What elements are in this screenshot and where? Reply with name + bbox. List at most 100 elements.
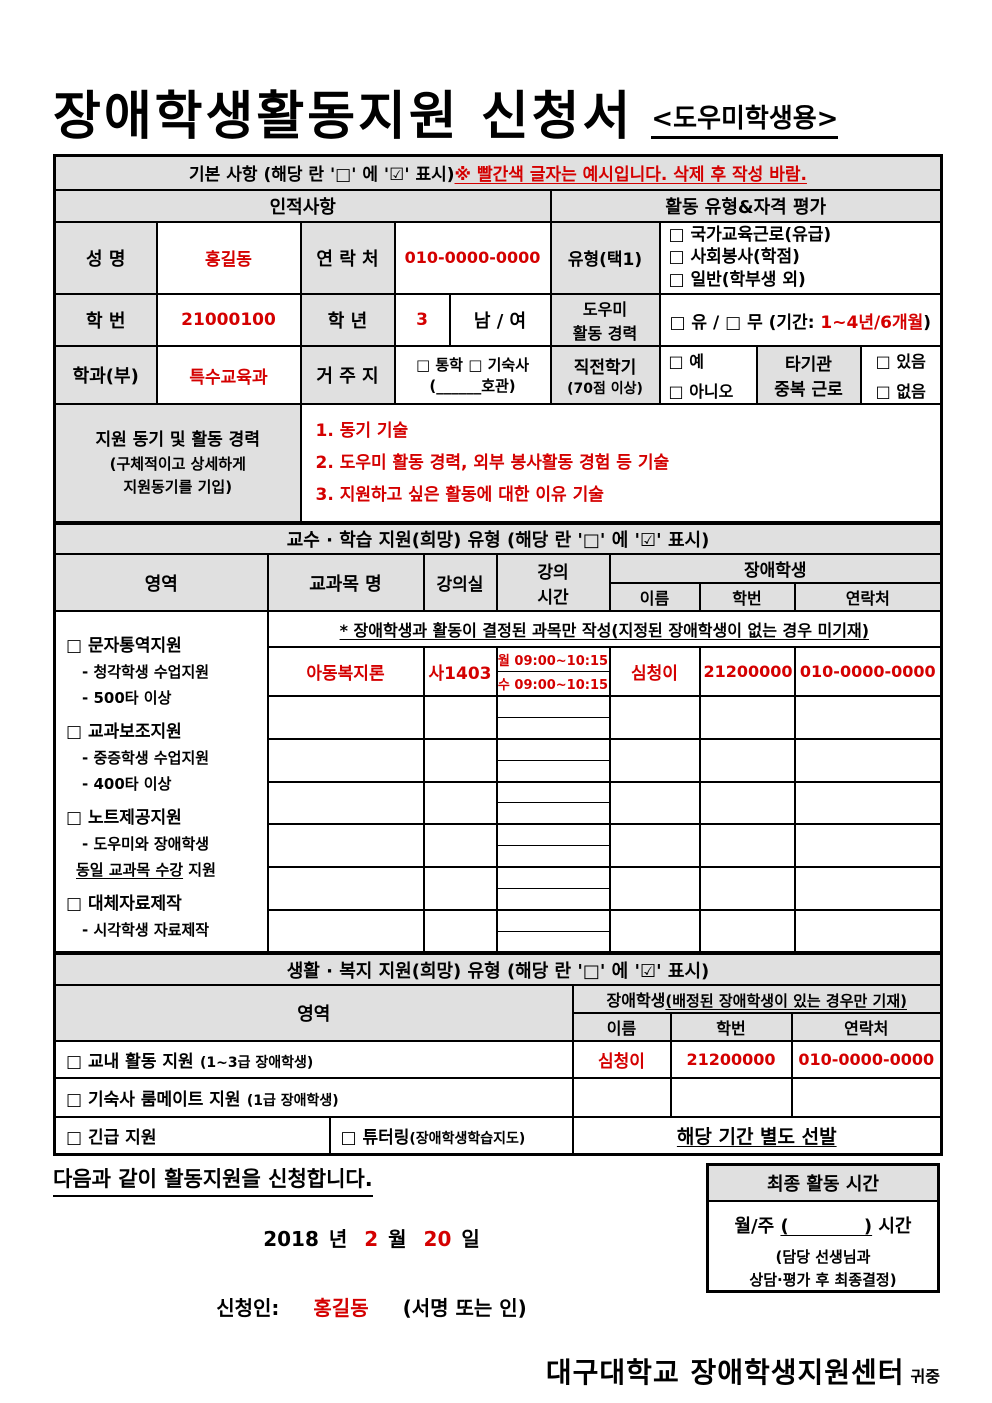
tutoring-option: □ 튜터링(장애학생학습지도) — [328, 1115, 574, 1156]
course-time-1: 월 09:00~10:15 — [498, 649, 608, 672]
empty-subject-cell — [266, 737, 425, 783]
area-sub-helper-student: - 도우미와 장애학생 — [82, 835, 210, 854]
title-row: 장애학생활동지원 신청서 <도우미학생용> — [53, 0, 940, 154]
campus-activity-option: □ 교내 활동 지원 (1~3급 장애학생) — [53, 1039, 574, 1079]
course-student-contact: 010-0000-0000 — [793, 645, 943, 697]
teaching-section-title: 교수 · 학습 지원(희망) 유형 (해당 란 '□' 에 '☑' 표시) — [53, 522, 943, 556]
tutoring-label: □ 튜터링 — [340, 1128, 410, 1149]
empty-time-2 — [499, 761, 608, 780]
empty-subject-cell — [266, 866, 425, 911]
residence-line1: □ 통학 □ 기숙사 — [415, 356, 529, 375]
empty-time-1 — [498, 784, 608, 804]
area-checkbox-list: □ 문자통역지원 - 청각학생 수업지원 - 500타 이상 □ 교과보조지원 … — [53, 610, 269, 954]
helper-exp-label-line2: 활동 경력 — [572, 324, 638, 344]
col-header-name: 이름 — [608, 582, 701, 613]
course-time-2: 수 09:00~10:15 — [497, 677, 609, 693]
empty-time-1 — [498, 826, 608, 847]
dorm-roommate-option: □ 기숙사 룸메이트 지원 (1급 장애학생) — [53, 1076, 574, 1118]
dept-value: 특수교육과 — [155, 345, 302, 406]
section-personal-title: 인적사항 — [53, 188, 552, 223]
course-subject: 아동복지론 — [266, 645, 425, 697]
same-course-rest: 지원 — [183, 861, 216, 880]
page-title: 장애학생활동지원 신청서 — [53, 85, 634, 147]
col-header-time: 강의 시간 — [495, 553, 611, 613]
type-label: 유형(택1) — [549, 220, 661, 296]
col-header-contact: 연락처 — [793, 582, 943, 613]
welfare-col-name: 이름 — [571, 1011, 672, 1042]
helper-exp-label-line1: 도우미 — [582, 300, 628, 320]
empty-room-cell — [422, 866, 498, 911]
course-student-no: 21200000 — [698, 645, 796, 697]
campus-activity-label: □ 교내 활동 지원 — [66, 1051, 194, 1072]
col-header-time-line2: 시간 — [537, 587, 569, 608]
col-header-no: 학번 — [698, 582, 796, 613]
welfare-row1-name: 심청이 — [571, 1039, 672, 1079]
teaching-note-text: * 장애학생과 활동이 결정된 과목만 작성(지정된 장애학생이 없는 경우 미… — [339, 621, 870, 641]
col-header-area: 영역 — [53, 553, 269, 613]
area-item-text-interpret: □ 문자통역지원 — [66, 636, 182, 657]
final-time-line: 월/주 ( ) 시간 — [709, 1212, 937, 1238]
tutoring-sub: (장애학생학습지도) — [409, 1131, 526, 1148]
motivation-content: 1. 동기 기술 2. 도우미 활동 경력, 외부 봉사활동 경험 등 기술 3… — [299, 403, 943, 524]
empty-no-cell — [698, 694, 796, 740]
welfare-student-group-header: 장애학생(배정된 장애학생이 있는 경우만 기재) — [571, 983, 943, 1014]
type-option-2: □ 사회봉사(학점) — [668, 247, 800, 268]
studentno-label: 학 번 — [53, 293, 158, 348]
final-time-pre: 월/주 — [734, 1216, 781, 1238]
name-value: 홍길동 — [155, 220, 302, 296]
empty-room-cell — [422, 780, 498, 826]
welfare-row2-no — [669, 1076, 793, 1118]
recipient-line: 대구대학교 장애학생지원센터 귀중 — [53, 1351, 940, 1391]
welfare-row2-name — [571, 1076, 672, 1118]
area-sub-400type: - 400타 이상 — [82, 775, 172, 794]
duplicate-work-line2: 중복 근로 — [774, 380, 843, 401]
welfare-student-group: 장애학생 — [606, 990, 666, 1010]
duplicate-work-options: □ 있음 □ 없음 — [859, 345, 943, 406]
course-time-cell: 월 09:00~10:15 수 09:00~10:15 — [495, 645, 611, 697]
welfare-row1-contact: 010-0000-0000 — [790, 1039, 943, 1079]
recipient-suffix: 귀중 — [910, 1367, 940, 1387]
teaching-note: * 장애학생과 활동이 결정된 과목만 작성(지정된 장애학생이 없는 경우 미… — [266, 610, 943, 648]
helper-exp-value: □ 유 / □ 무 (기간: 1~4년/6개월) — [658, 293, 943, 348]
type-option-1: □ 국가교육근로(유급) — [668, 224, 832, 245]
separate-selection-text: 해당 기간 별도 선발 — [676, 1126, 837, 1149]
helper-exp-label: 도우미 활동 경력 — [549, 293, 661, 348]
area-item-alt-material: □ 대체자료제작 — [66, 894, 182, 915]
prev-no-option: □ 아니오 — [668, 382, 734, 402]
empty-name-cell — [608, 694, 701, 740]
area-sub-hearing: - 청각학생 수업지원 — [82, 663, 210, 682]
welfare-row2-contact — [790, 1076, 943, 1118]
empty-time-1 — [498, 741, 608, 761]
dorm-roommate-sub: (1급 장애학생) — [246, 1092, 339, 1109]
basic-info-table: 기본 사항 (해당 란 '□' 에 '☑' 표시)※ 빨간색 글자는 예시입니다… — [53, 154, 943, 524]
date-month: 2 — [364, 1227, 379, 1252]
empty-room-cell — [422, 908, 498, 954]
empty-time-cell — [495, 823, 611, 869]
empty-no-cell — [698, 866, 796, 911]
empty-name-cell — [608, 780, 701, 826]
welfare-col-no: 학번 — [669, 1011, 793, 1042]
final-activity-time-box: 최종 활동 시간 월/주 ( ) 시간 (담당 선생님과 상담·평가 후 최종결… — [706, 1163, 940, 1294]
empty-subject-cell — [266, 694, 425, 740]
helper-exp-pre: □ 유 / □ 무 (기간: — [669, 312, 821, 333]
empty-time-2 — [499, 846, 608, 865]
motivation-item-3: 3. 지원하고 싶은 활동에 대한 이유 기술 — [315, 485, 604, 506]
residence-options: □ 통학 □ 기숙사 (______호관) — [393, 345, 552, 406]
applicant-line: 신청인: 홍길동 (서명 또는 인) — [53, 1292, 690, 1321]
basic-header-label: 기본 사항 (해당 란 '□' 에 '☑' 표시) — [189, 165, 455, 186]
section-activity-title: 활동 유형&자격 평가 — [549, 188, 943, 223]
contact-label: 연 락 처 — [299, 220, 396, 296]
teaching-support-table: 교수 · 학습 지원(희망) 유형 (해당 란 '□' 에 '☑' 표시) 영역… — [53, 521, 944, 955]
empty-room-cell — [422, 694, 498, 740]
date-month-label: 월 — [388, 1227, 407, 1252]
final-time-blank: ( ) — [780, 1216, 873, 1238]
duplicate-work-line1: 타기관 — [785, 355, 832, 376]
studentno-value: 21000100 — [155, 293, 302, 348]
applicant-label: 신청인: — [216, 1296, 280, 1321]
area-sub-same-course: 동일 교과목 수강 지원 — [76, 859, 261, 880]
residence-line2: (______호관) — [429, 377, 516, 396]
col-header-student-group: 장애학생 — [608, 553, 943, 585]
empty-contact-cell — [793, 823, 943, 869]
